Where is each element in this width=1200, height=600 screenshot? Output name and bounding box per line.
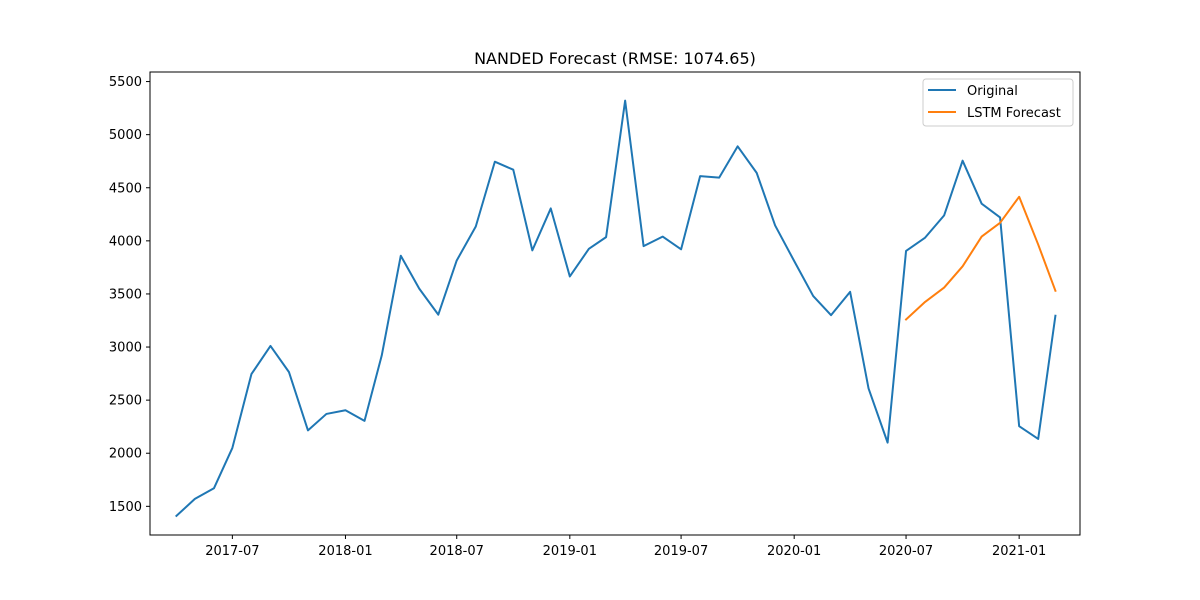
y-tick-label: 3000	[109, 341, 142, 356]
y-tick-label: 4500	[109, 181, 142, 196]
series-line-original	[175, 99, 1057, 518]
x-tick-label: 2020-07	[879, 544, 933, 559]
x-tick-label: 2020-01	[767, 544, 821, 559]
y-tick-label: 2000	[109, 447, 142, 462]
y-tick-label: 2500	[109, 394, 142, 409]
x-tick-label: 2019-07	[654, 544, 708, 559]
x-tick-label: 2019-01	[543, 544, 597, 559]
y-tick-label: 1500	[109, 500, 142, 515]
chart-title: NANDED Forecast (RMSE: 1074.65)	[474, 49, 756, 68]
x-axis: 2017-07 2018-01 2018-07 2019-01 2019-07 2020-…	[205, 535, 1046, 559]
legend: Original LSTM Forecast	[922, 78, 1074, 127]
plot-frame	[149, 71, 1081, 536]
series-line-lstm-forecast	[904, 195, 1057, 321]
y-tick-label: 5500	[109, 75, 142, 90]
legend-label-lstm-forecast: LSTM Forecast	[967, 106, 1061, 121]
y-tick-label: 5000	[109, 128, 142, 143]
x-tick-label: 2017-07	[205, 544, 259, 559]
series-layer	[175, 99, 1057, 518]
x-tick-label: 2018-07	[430, 544, 484, 559]
y-tick-label: 4000	[109, 234, 142, 249]
y-axis: 1500 2000 2500 3000 3500 4000 4500 5000 5500	[109, 75, 150, 515]
y-tick-label: 3500	[109, 287, 142, 302]
legend-label-original: Original	[967, 84, 1018, 99]
legend-box	[922, 78, 1074, 127]
x-tick-label: 2018-01	[318, 544, 372, 559]
x-tick-label: 2021-01	[992, 544, 1046, 559]
